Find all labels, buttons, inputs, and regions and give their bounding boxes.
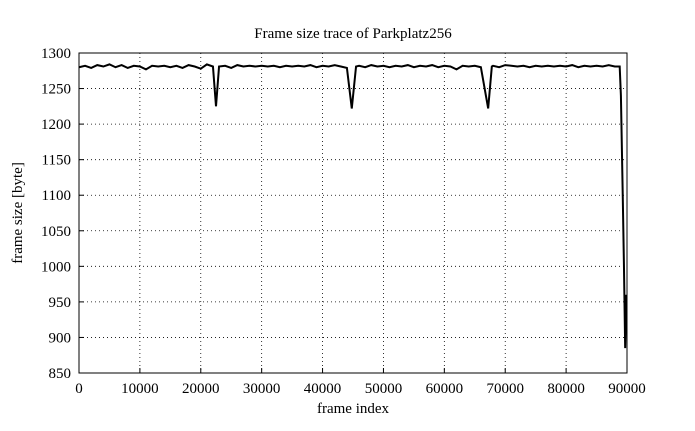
x-tick-label: 70000 [486, 381, 524, 397]
x-tick-label: 30000 [243, 381, 281, 397]
y-tick-label: 850 [49, 366, 72, 382]
y-tick-label: 1300 [41, 46, 71, 62]
x-tick-label: 60000 [426, 381, 464, 397]
y-tick-label: 1000 [41, 259, 71, 275]
y-tick-label: 900 [49, 330, 72, 346]
y-tick-label: 1100 [42, 188, 71, 204]
y-tick-label: 1200 [41, 117, 71, 133]
y-tick-label: 1150 [42, 153, 71, 169]
x-tick-label: 20000 [182, 381, 220, 397]
x-tick-label: 50000 [365, 381, 403, 397]
data-line [78, 63, 628, 349]
y-tick-label: 1250 [41, 82, 71, 98]
y-tick-label: 950 [49, 295, 72, 311]
y-axis-label: frame size [byte] [10, 162, 26, 264]
x-axis-label: frame index [317, 401, 390, 417]
x-tick-label: 80000 [547, 381, 585, 397]
y-tick-label: 1050 [41, 224, 71, 240]
x-tick-label: 90000 [608, 381, 646, 397]
x-tick-label: 10000 [121, 381, 159, 397]
x-tick-label: 0 [75, 381, 83, 397]
plot-frame [78, 52, 628, 374]
x-tick-label: 40000 [304, 381, 342, 397]
chart-title: Frame size trace of Parkplatz256 [254, 26, 452, 42]
